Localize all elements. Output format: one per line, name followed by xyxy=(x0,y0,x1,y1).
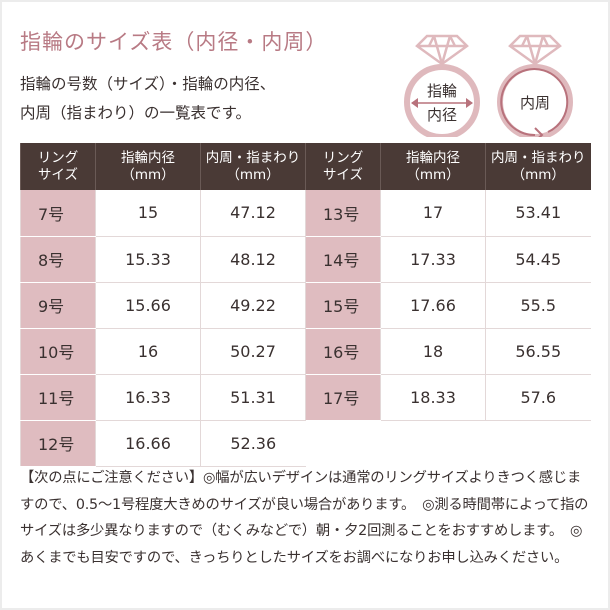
ring-size-table: リング サイズ 指輪内径 （mm） 内周・指まわり （mm） リング サイズ 指輪内径 （mm）内… xyxy=(20,143,591,467)
circumference-cell: 56.55 xyxy=(485,328,591,375)
column-header-line: （mm） xyxy=(511,166,565,183)
circumference-cell: 54.45 xyxy=(485,236,591,283)
subtitle-line: 指輪の号数（サイズ）・指輪の内径、 xyxy=(20,75,276,93)
diameter-cell: 17.33 xyxy=(380,236,486,283)
circumference-cell: 51.31 xyxy=(200,374,306,421)
table-row: 12号 16.66 52.36 xyxy=(20,420,591,467)
empty-cell xyxy=(486,420,591,466)
diameter-cell: 17.66 xyxy=(380,282,486,329)
circumference-cell: 53.41 xyxy=(485,190,591,237)
caution-note: 【次の点にご注意ください】◎幅が広いデザインは通常のリングサイズよりきつく感じま… xyxy=(20,470,589,566)
column-header-line: リング xyxy=(37,149,79,166)
subtitle: 指輪の号数（サイズ）・指輪の内径、 内周（指まわり）の一覧表です。 xyxy=(20,70,275,128)
column-header-line: サイズ xyxy=(37,166,79,183)
circumference-label: 内周 xyxy=(520,94,550,112)
diameter-cell: 15 xyxy=(95,190,201,237)
column-header-line: （mm） xyxy=(406,166,460,183)
table-row: 9号 15.66 49.22 15号 17.66 55.5 xyxy=(20,282,591,329)
column-header-line: サイズ xyxy=(322,166,364,183)
page-title: 指輪のサイズ表（内径・内周） xyxy=(20,30,328,54)
column-header-line: （mm） xyxy=(121,166,175,183)
diameter-cell: 15.66 xyxy=(95,282,201,329)
diameter-label-bottom: 内径 xyxy=(427,106,457,124)
diameter-cell: 17 xyxy=(380,190,486,237)
size-cell: 12号 xyxy=(20,420,96,467)
column-header-line: 内周・指まわり xyxy=(205,149,301,166)
column-header: 指輪内径 （mm） xyxy=(95,143,201,190)
size-cell: 14号 xyxy=(305,236,381,283)
table-row: 7号 15 47.12 13号 17 53.41 xyxy=(20,190,591,237)
column-header: リング サイズ xyxy=(305,143,381,190)
column-header: 内周・指まわり （mm） xyxy=(200,143,306,190)
column-header-line: （mm） xyxy=(226,166,280,183)
diameter-cell: 18.33 xyxy=(380,374,486,421)
column-header-line: 指輪内径 xyxy=(406,149,460,166)
circumference-cell: 52.36 xyxy=(200,420,306,467)
table-header-row: リング サイズ 指輪内径 （mm） 内周・指まわり （mm） リング サイズ 指輪内径 （mm）内… xyxy=(20,143,591,190)
circumference-cell: 48.12 xyxy=(200,236,306,283)
circumference-cell: 55.5 xyxy=(485,282,591,329)
size-cell: 13号 xyxy=(305,190,381,237)
size-cell: 9号 xyxy=(20,282,96,329)
size-cell: 11号 xyxy=(20,374,96,421)
empty-cell xyxy=(306,420,381,466)
size-cell: 10号 xyxy=(20,328,96,375)
size-cell: 16号 xyxy=(305,328,381,375)
circumference-cell: 47.12 xyxy=(200,190,306,237)
column-header-line: 内周・指まわり xyxy=(491,149,586,166)
diameter-cell: 16 xyxy=(95,328,201,375)
table-row: 10号 16 50.27 16号 18 56.55 xyxy=(20,328,591,375)
column-header-line: 指輪内径 xyxy=(121,149,175,166)
diameter-cell: 16.66 xyxy=(95,420,201,467)
inner-diameter-ring-icon: 指輪 内径 xyxy=(404,34,480,137)
circumference-cell: 50.27 xyxy=(200,328,306,375)
diameter-cell: 15.33 xyxy=(95,236,201,283)
empty-cell xyxy=(381,420,486,466)
ring-diagram: 指輪 内径 内周 xyxy=(404,34,573,137)
column-header-line: リング xyxy=(322,149,364,166)
column-header: リング サイズ xyxy=(20,143,96,190)
size-cell: 8号 xyxy=(20,236,96,283)
inner-circumference-ring-icon: 内周 xyxy=(497,34,573,137)
diameter-label-top: 指輪 xyxy=(427,82,457,100)
circumference-cell: 49.22 xyxy=(200,282,306,329)
column-header: 指輪内径 （mm） xyxy=(380,143,486,190)
size-cell: 17号 xyxy=(305,374,381,421)
size-cell: 15号 xyxy=(305,282,381,329)
table-row: 11号 16.33 51.31 17号 18.33 57.6 xyxy=(20,374,591,421)
size-cell: 7号 xyxy=(20,190,96,237)
circumference-cell: 57.6 xyxy=(485,374,591,421)
diameter-cell: 16.33 xyxy=(95,374,201,421)
column-header: 内周・指まわり （mm） xyxy=(485,143,591,190)
diameter-cell: 18 xyxy=(380,328,486,375)
subtitle-line: 内周（指まわり）の一覧表です。 xyxy=(20,104,251,122)
table-row: 8号 15.33 48.12 14号 17.33 54.45 xyxy=(20,236,591,283)
